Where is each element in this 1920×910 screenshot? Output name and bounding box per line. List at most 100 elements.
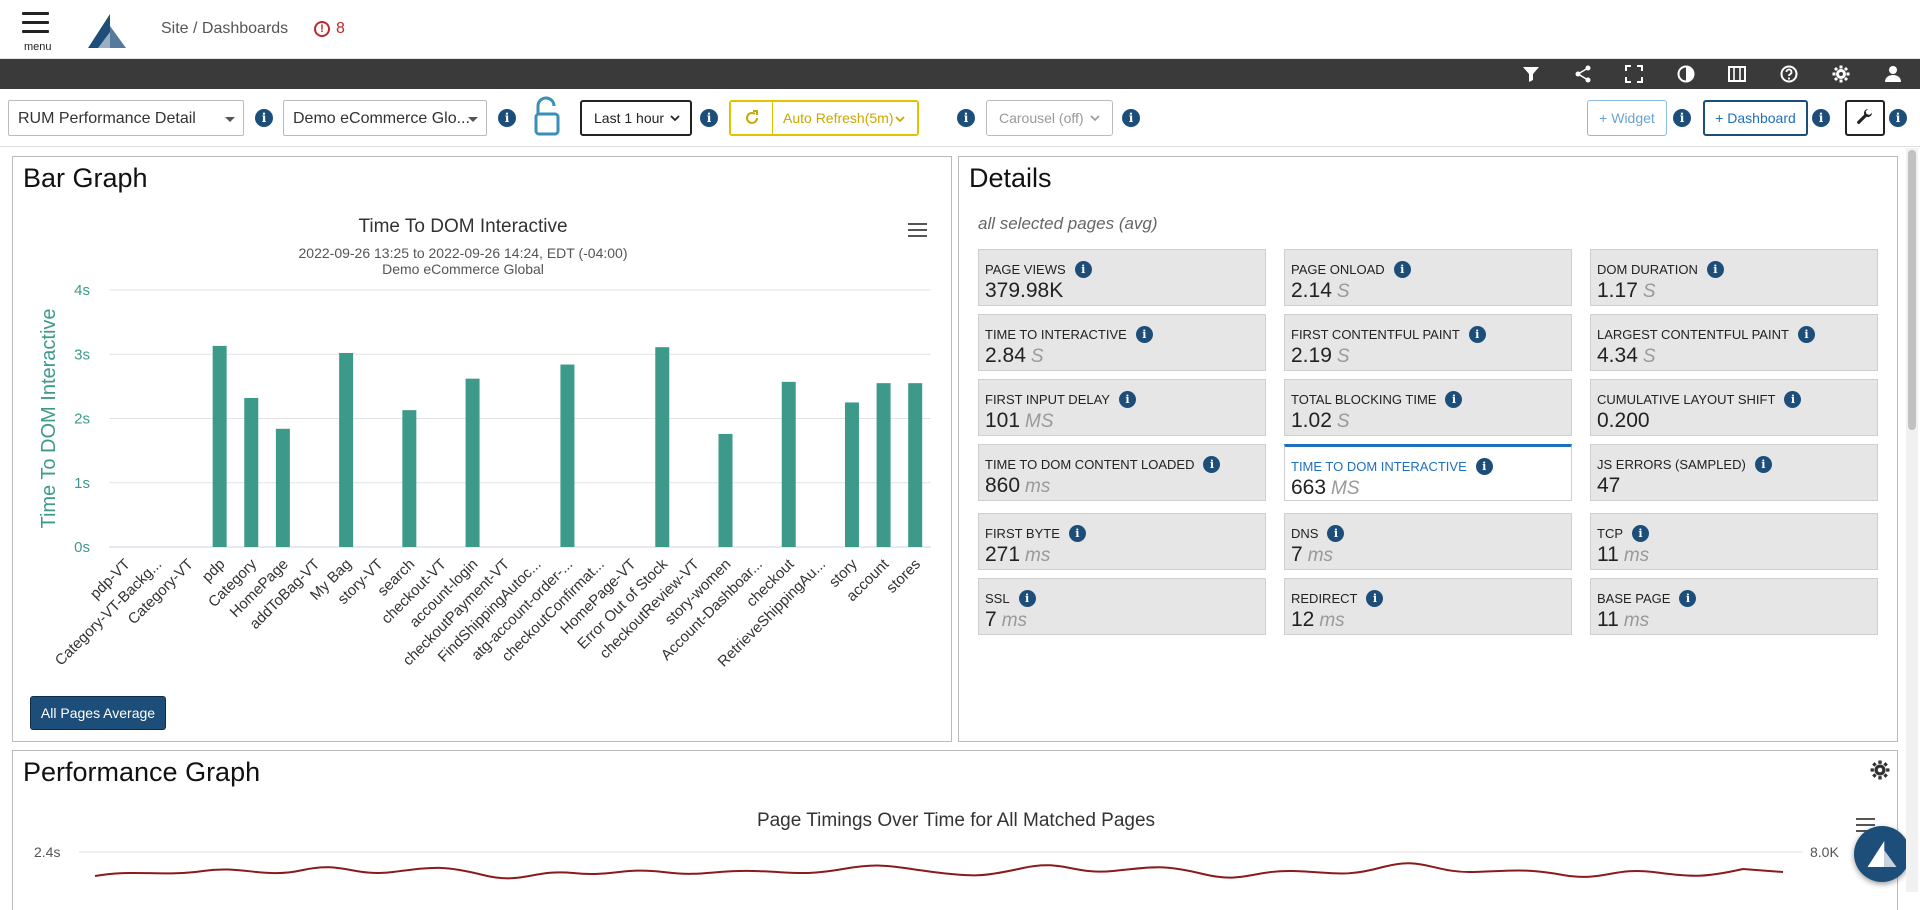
info-icon[interactable]: i	[957, 109, 975, 127]
info-icon[interactable]: i	[1754, 456, 1772, 473]
bar[interactable]	[339, 352, 354, 547]
info-icon[interactable]: i	[255, 109, 273, 127]
dashboard-select[interactable]: RUM Performance Detail	[8, 100, 244, 136]
bar[interactable]	[908, 383, 923, 547]
time-range-select[interactable]: Last 1 hour	[580, 100, 692, 136]
info-icon[interactable]: i	[498, 109, 516, 127]
contrast-icon[interactable]	[1676, 64, 1696, 84]
bar[interactable]	[876, 383, 891, 547]
info-icon[interactable]: i	[1679, 590, 1697, 607]
bar[interactable]	[560, 364, 575, 547]
filter-icon[interactable]	[1521, 64, 1541, 84]
info-icon[interactable]: i	[1797, 326, 1815, 343]
y-tick-label: 0s	[74, 539, 90, 556]
metric-tile[interactable]: FIRST BYTE i 271 ms	[978, 513, 1266, 570]
gear-icon[interactable]	[1831, 64, 1851, 84]
info-icon[interactable]: i	[1068, 525, 1086, 542]
bar[interactable]	[402, 410, 417, 547]
metric-tile[interactable]: REDIRECT i 12 ms	[1284, 578, 1572, 635]
chart-menu-icon[interactable]	[908, 223, 927, 239]
refresh-icon[interactable]	[731, 102, 773, 134]
info-icon[interactable]: i	[700, 109, 718, 127]
metric-tile[interactable]: CUMULATIVE LAYOUT SHIFT i 0.200	[1590, 379, 1878, 436]
breadcrumb[interactable]: Site / Dashboards	[161, 20, 289, 37]
chevron-down-icon	[895, 116, 905, 123]
info-icon[interactable]: i	[1706, 261, 1724, 278]
edit-tools-button[interactable]	[1845, 100, 1885, 136]
bar[interactable]	[655, 347, 670, 547]
y-tick-label: 2s	[74, 411, 90, 428]
assistant-launcher-button[interactable]	[1854, 826, 1910, 882]
bar[interactable]	[844, 402, 859, 547]
info-icon[interactable]: i	[1445, 391, 1463, 408]
bar[interactable]	[244, 397, 259, 547]
app-logo[interactable]	[86, 12, 128, 50]
info-icon[interactable]: i	[1393, 261, 1411, 278]
info-icon[interactable]: i	[1784, 391, 1802, 408]
columns-icon[interactable]	[1727, 64, 1747, 84]
info-icon[interactable]: i	[1118, 391, 1136, 408]
info-icon[interactable]: i	[1135, 326, 1153, 343]
info-icon[interactable]: i	[1889, 109, 1907, 127]
info-icon[interactable]: i	[1203, 456, 1221, 473]
bar[interactable]	[275, 428, 290, 547]
info-icon[interactable]: i	[1632, 525, 1649, 542]
wrench-icon	[1857, 109, 1872, 124]
user-icon[interactable]	[1883, 64, 1903, 84]
panel-title: Bar Graph	[23, 163, 148, 193]
metric-tile[interactable]: PAGE ONLOAD i 2.14 S	[1284, 249, 1572, 306]
add-widget-button[interactable]: + Widget	[1587, 100, 1667, 136]
metric-tile[interactable]: FIRST CONTENTFUL PAINT i 2.19 S	[1284, 314, 1572, 371]
metric-label-text: JS ERRORS (SAMPLED)	[1597, 457, 1746, 472]
auto-refresh-label: Auto Refresh(5m)	[783, 110, 894, 126]
add-dashboard-button[interactable]: + Dashboard	[1703, 100, 1808, 136]
metric-value: 11 ms	[1597, 543, 1649, 567]
metric-tile[interactable]: DNS i 7 ms	[1284, 513, 1572, 570]
fullscreen-icon[interactable]	[1624, 64, 1644, 84]
info-icon[interactable]: i	[1122, 109, 1140, 127]
chart-title: Time To DOM Interactive	[358, 216, 568, 237]
unlock-icon[interactable]	[533, 96, 561, 136]
metric-label-text: TIME TO DOM INTERACTIVE	[1291, 459, 1467, 474]
info-icon[interactable]: i	[1475, 458, 1493, 475]
metric-value-text: 379.98K	[985, 279, 1064, 302]
bar[interactable]	[212, 345, 227, 547]
all-pages-average-button[interactable]: All Pages Average	[30, 696, 166, 730]
metric-tile[interactable]: TIME TO DOM INTERACTIVE i 663 MS	[1284, 444, 1572, 501]
bar[interactable]	[465, 378, 480, 547]
alert-icon: !	[314, 21, 330, 37]
metric-tile[interactable]: SSL i 7 ms	[978, 578, 1266, 635]
metric-tile[interactable]: JS ERRORS (SAMPLED) i 47	[1590, 444, 1878, 501]
metric-tile[interactable]: LARGEST CONTENTFUL PAINT i 4.34 S	[1590, 314, 1878, 371]
carousel-select[interactable]: Carousel (off)	[986, 100, 1113, 136]
bar[interactable]	[781, 381, 796, 547]
help-icon[interactable]	[1779, 64, 1799, 84]
info-icon[interactable]: i	[1812, 109, 1830, 127]
info-icon[interactable]: i	[1673, 109, 1691, 127]
metric-label: DOM DURATION i	[1597, 261, 1724, 278]
info-icon[interactable]: i	[1468, 326, 1486, 343]
info-icon[interactable]: i	[1327, 525, 1345, 542]
scrollbar-thumb[interactable]	[1908, 150, 1916, 430]
metric-unit: MS	[1331, 478, 1360, 499]
alerts-indicator[interactable]: ! 8	[314, 20, 345, 38]
menu-button[interactable]: menu	[22, 12, 52, 53]
metric-tile[interactable]: DOM DURATION i 1.17 S	[1590, 249, 1878, 306]
gear-icon[interactable]	[1870, 760, 1890, 780]
auto-refresh-button[interactable]: Auto Refresh(5m)	[729, 100, 919, 136]
info-icon[interactable]: i	[1018, 590, 1036, 607]
metric-label-text: TIME TO DOM CONTENT LOADED	[985, 457, 1195, 472]
site-select[interactable]: Demo eCommerce Glo...	[283, 100, 487, 136]
info-icon[interactable]: i	[1366, 590, 1384, 607]
metric-tile[interactable]: TIME TO INTERACTIVE i 2.84 S	[978, 314, 1266, 371]
metric-tile[interactable]: TIME TO DOM CONTENT LOADED i 860 ms	[978, 444, 1266, 501]
share-icon[interactable]	[1573, 64, 1593, 84]
bar[interactable]	[718, 433, 733, 547]
info-icon[interactable]: i	[1074, 261, 1092, 278]
metric-tile[interactable]: FIRST INPUT DELAY i 101 MS	[978, 379, 1266, 436]
metric-tile[interactable]: TCP i 11 ms	[1590, 513, 1878, 570]
page-scrollbar[interactable]	[1906, 148, 1918, 892]
metric-tile[interactable]: PAGE VIEWS i 379.98K	[978, 249, 1266, 306]
metric-tile[interactable]: BASE PAGE i 11 ms	[1590, 578, 1878, 635]
metric-tile[interactable]: TOTAL BLOCKING TIME i 1.02 S	[1284, 379, 1572, 436]
